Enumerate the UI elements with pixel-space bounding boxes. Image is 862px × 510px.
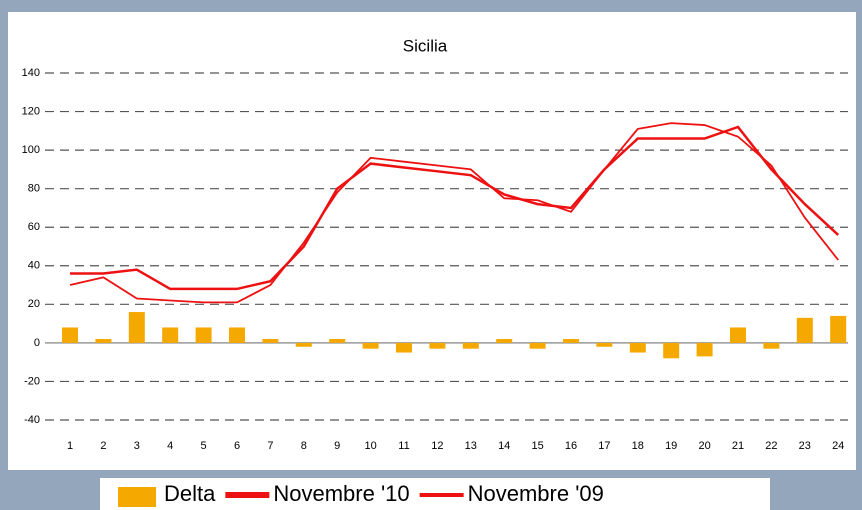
bar (663, 342, 680, 359)
x-tick-label: 23 (799, 440, 811, 452)
bar (396, 342, 412, 353)
y-tick-label: 120 (22, 105, 40, 117)
y-tick-label: 60 (28, 221, 40, 233)
bar (496, 339, 513, 343)
legend-label: Novembre '10 (273, 481, 409, 506)
bar (563, 339, 579, 343)
legend-swatch (118, 487, 156, 507)
bar (229, 327, 245, 343)
bar (696, 342, 713, 357)
x-tick-label: 15 (531, 440, 543, 452)
x-tick-label: 4 (167, 440, 173, 452)
x-tick-label: 3 (134, 440, 140, 452)
plot-panel (8, 12, 856, 470)
bar (362, 342, 379, 349)
x-tick-label: 22 (765, 440, 777, 452)
x-tick-label: 5 (201, 440, 207, 452)
y-tick-label: 80 (28, 183, 40, 195)
bar (462, 342, 479, 349)
bar (128, 312, 145, 343)
legend-label: Delta (164, 481, 216, 506)
bar (596, 342, 613, 347)
x-tick-label: 18 (632, 440, 644, 452)
bar (763, 342, 780, 349)
y-tick-label: 140 (22, 67, 40, 79)
x-tick-label: 13 (465, 440, 477, 452)
x-tick-label: 8 (301, 440, 307, 452)
bar (730, 327, 746, 343)
y-tick-label: 40 (28, 260, 40, 272)
bar (429, 342, 446, 349)
bar (329, 339, 346, 343)
x-tick-label: 6 (234, 440, 240, 452)
line (70, 125, 840, 291)
x-tick-label: 16 (565, 440, 577, 452)
y-tick-label: 20 (28, 298, 40, 310)
x-tick-label: 17 (598, 440, 610, 452)
bar (830, 315, 847, 343)
bar (195, 327, 212, 343)
y-tick-label: 0 (34, 337, 40, 349)
x-tick-label: 12 (431, 440, 443, 452)
bar (262, 339, 279, 343)
bar (529, 342, 546, 349)
x-tick-label: 7 (267, 440, 273, 452)
chart-title: Sicilia (403, 36, 448, 55)
bar (62, 327, 78, 343)
legend-label: Novembre '09 (468, 481, 604, 506)
y-tick-label: -40 (24, 414, 40, 426)
line (69, 122, 839, 304)
y-tick-label: -20 (24, 375, 40, 387)
bar (162, 327, 179, 343)
x-tick-label: 21 (732, 440, 744, 452)
bar (95, 339, 112, 343)
x-tick-label: 11 (398, 440, 409, 452)
x-tick-label: 1 (67, 440, 73, 452)
x-tick-label: 14 (498, 440, 510, 452)
x-tick-label: 24 (832, 440, 844, 452)
bar (629, 342, 646, 353)
y-tick-label: 100 (22, 144, 40, 156)
bar (796, 317, 813, 343)
bar (295, 342, 312, 347)
x-tick-label: 19 (665, 440, 677, 452)
x-tick-label: 20 (698, 440, 710, 452)
x-tick-label: 2 (100, 440, 106, 452)
x-tick-label: 9 (334, 440, 340, 452)
x-tick-label: 10 (364, 440, 376, 452)
